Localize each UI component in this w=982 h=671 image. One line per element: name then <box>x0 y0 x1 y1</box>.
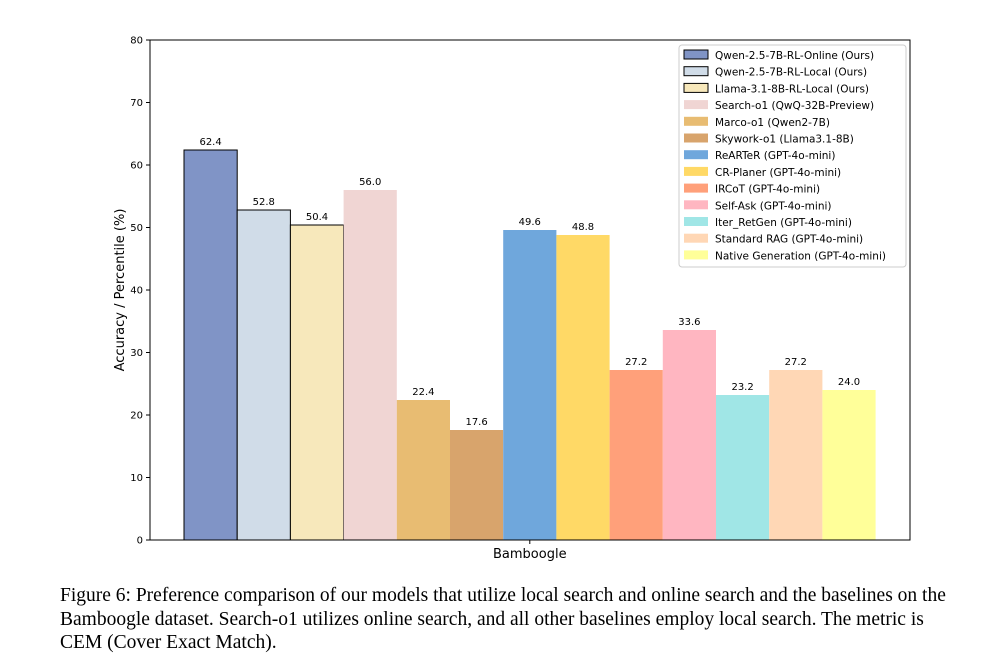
legend-label: ReARTeR (GPT-4o-mini) <box>715 150 835 162</box>
bar <box>183 149 238 541</box>
legend-swatch <box>684 217 708 226</box>
legend-swatch <box>684 166 708 176</box>
bar <box>503 230 557 540</box>
bars <box>183 149 876 541</box>
data-label: 56.0 <box>359 177 381 188</box>
bar <box>396 400 450 540</box>
data-label: 23.2 <box>731 382 753 393</box>
y-tick-label: 40 <box>130 286 143 297</box>
bar <box>450 430 504 540</box>
legend-swatch <box>684 233 708 243</box>
bar <box>289 224 345 541</box>
data-label: 27.2 <box>785 357 807 368</box>
x-axis: Bamboogle <box>493 540 567 562</box>
data-label: 52.8 <box>253 197 275 208</box>
bar <box>609 370 663 540</box>
y-tick-label: 70 <box>130 98 143 109</box>
y-tick-label: 10 <box>130 473 143 484</box>
x-tick-label: Bamboogle <box>493 547 567 562</box>
legend-item: Llama-3.1-8B-RL-Local (Ours) <box>683 82 869 95</box>
legend-item: Search-o1 (QwQ-32B-Preview) <box>684 100 874 112</box>
legend-label: Search-o1 (QwQ-32B-Preview) <box>715 100 874 112</box>
legend-swatch <box>683 66 709 77</box>
legend-item: Qwen-2.5-7B-RL-Local (Ours) <box>683 66 867 79</box>
data-label: 27.2 <box>625 357 647 368</box>
legend-swatch <box>684 100 708 110</box>
legend-label: Self-Ask (GPT-4o-mini) <box>715 200 832 212</box>
legend-swatch <box>683 82 709 93</box>
bar <box>662 330 716 540</box>
legend-item: Qwen-2.5-7B-RL-Online (Ours) <box>683 49 874 62</box>
legend-item: Marco-o1 (Qwen2-7B) <box>684 116 830 129</box>
y-tick-label: 50 <box>130 223 143 234</box>
legend-label: Qwen-2.5-7B-RL-Online (Ours) <box>715 50 874 62</box>
y-tick-label: 30 <box>130 348 143 359</box>
bar <box>343 190 397 540</box>
legend-label: CR-Planer (GPT-4o-mini) <box>715 167 841 179</box>
legend-label: Iter_RetGen (GPT-4o-mini) <box>715 217 852 229</box>
y-tick-label: 80 <box>130 36 143 47</box>
legend-item: Native Generation (GPT-4o-mini) <box>684 250 886 262</box>
legend-swatch <box>683 49 709 60</box>
bar <box>769 370 823 540</box>
y-axis-label: Accuracy / Percentile (%) <box>113 209 128 372</box>
legend-item: Self-Ask (GPT-4o-mini) <box>684 200 832 212</box>
figure-caption: Figure 6: Preference comparison of our m… <box>60 585 946 653</box>
data-label: 17.6 <box>465 417 487 428</box>
data-label: 24.0 <box>838 377 860 388</box>
y-tick-label: 60 <box>130 161 143 172</box>
legend-item: Standard RAG (GPT-4o-mini) <box>684 233 863 246</box>
data-labels: 62.4 52.8 50.4 56.0 22.4 17.6 49.6 48.8 27.2 33.6… <box>199 137 860 428</box>
legend-swatch <box>684 150 708 160</box>
bar <box>716 395 770 540</box>
legend-swatch <box>684 183 708 193</box>
data-label: 22.4 <box>412 387 434 398</box>
legend-swatch <box>684 250 708 260</box>
data-label: 49.6 <box>519 217 541 228</box>
legend-item: ReARTeR (GPT-4o-mini) <box>684 150 835 162</box>
legend-swatch <box>684 116 708 126</box>
legend-item: Skywork-o1 (Llama3.1-8B) <box>684 133 854 146</box>
y-tick-label: 20 <box>130 411 143 422</box>
legend-label: Skywork-o1 (Llama3.1-8B) <box>715 134 854 146</box>
legend-swatch <box>684 133 708 143</box>
bar <box>236 209 291 541</box>
legend-box <box>678 44 907 268</box>
legend-label: Llama-3.1-8B-RL-Local (Ours) <box>715 83 869 95</box>
data-label: 48.8 <box>572 222 594 233</box>
legend-label: Qwen-2.5-7B-RL-Local (Ours) <box>715 67 867 79</box>
legend-label: Native Generation (GPT-4o-mini) <box>715 250 886 262</box>
legend-label: Marco-o1 (Qwen2-7B) <box>715 117 830 129</box>
data-label: 33.6 <box>678 317 700 328</box>
y-axis: 0 10 20 30 40 50 60 70 80 <box>130 36 150 547</box>
bar <box>822 390 876 540</box>
legend-label: IRCoT (GPT-4o-mini) <box>715 184 820 196</box>
legend: Qwen-2.5-7B-RL-Online (Ours) Qwen-2.5-7B-… <box>678 44 907 268</box>
legend-item: CR-Planer (GPT-4o-mini) <box>684 166 841 179</box>
legend-item: Iter_RetGen (GPT-4o-mini) <box>684 217 852 229</box>
legend-item: IRCoT (GPT-4o-mini) <box>684 183 820 196</box>
legend-swatch <box>684 200 708 210</box>
y-tick-label: 0 <box>137 536 143 547</box>
data-label: 62.4 <box>199 137 221 148</box>
legend-label: Standard RAG (GPT-4o-mini) <box>715 234 863 246</box>
data-label: 50.4 <box>306 212 328 223</box>
bar-chart: 62.4 52.8 50.4 56.0 22.4 17.6 49.6 48.8 27.2 33.6… <box>113 36 911 562</box>
bar <box>556 235 610 540</box>
